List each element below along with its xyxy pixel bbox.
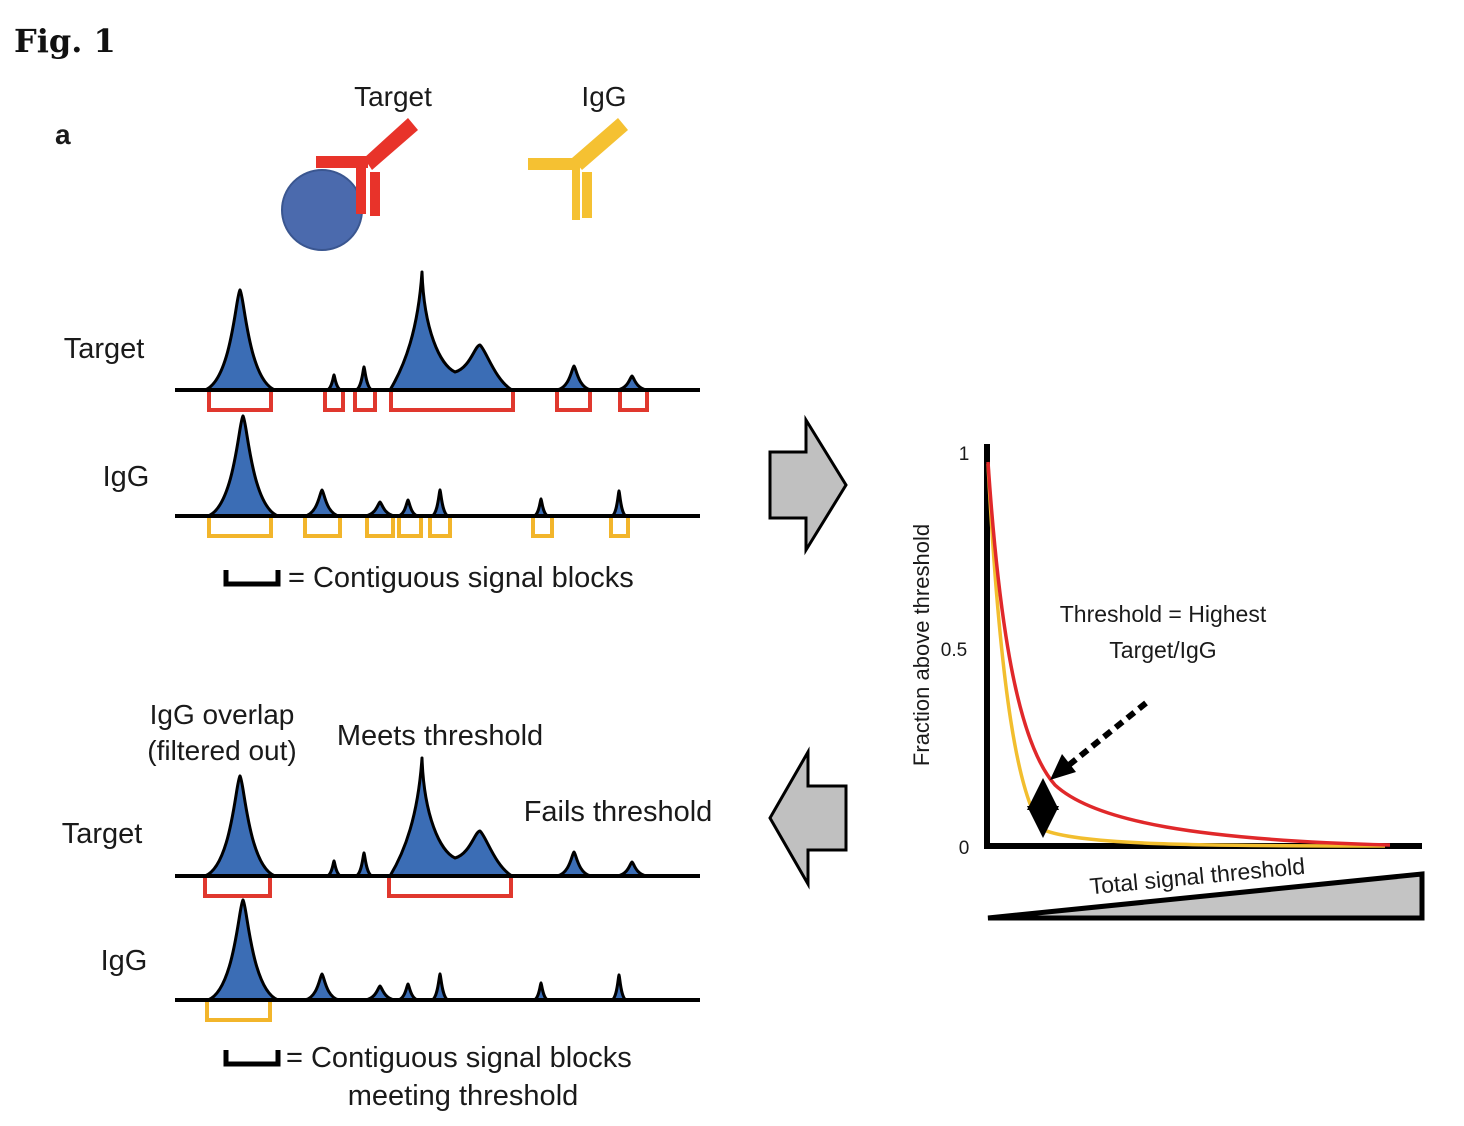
threshold-ramp-icon [987,871,1425,921]
top-legend-bracket-icon [223,570,281,587]
top-target-broad-peak [388,270,514,392]
bottom-igg-peak [363,984,397,1002]
top-igg-track-label: IgG [103,461,150,493]
fails-threshold-label: Fails threshold [524,796,713,828]
top-igg-block-bracket [365,518,395,538]
dotted-pointer-arrow-icon [1062,700,1148,772]
top-legend-text: = Contiguous signal blocks [288,562,634,594]
top-target-peak [615,374,649,392]
plot-y-tick-1: 1 [959,444,970,465]
top-target-block-bracket [323,392,345,412]
top-igg-block-bracket [303,518,342,538]
top-igg-block-bracket [531,518,554,538]
plot-annotation-line1: Threshold = Highest [1060,601,1267,627]
top-igg-block-bracket [609,518,630,538]
top-igg-peak [206,414,280,518]
top-target-peak [325,373,343,392]
bottom-igg-peak [303,972,341,1002]
top-target-peak [354,365,374,392]
igg-antibody-icon [528,118,628,220]
bottom-target-peak [555,850,593,878]
top-igg-peak [303,488,341,518]
bottom-target-peak [325,859,343,878]
top-igg-peak [396,498,420,518]
panel-label: a [55,119,71,150]
top-igg-peak [430,488,450,518]
bottom-legend-bracket-icon [223,1050,281,1067]
bottom-legend-text-line1: = Contiguous signal blocks [286,1042,632,1074]
top-target-track-label: Target [64,333,145,365]
top-target-peak [203,288,277,392]
top-target-block-bracket [555,392,592,412]
bottom-target-block-bracket [387,878,513,898]
bottom-igg-peak [430,972,450,1002]
igg-overlap-label-line2: (filtered out) [147,735,296,766]
bottom-target-track-label: Target [62,818,143,850]
top-target-block-bracket [389,392,515,412]
top-target-peak [555,364,593,392]
right-arrow-icon [768,414,848,556]
bottom-igg-peak [610,973,628,1002]
top-igg-peak [363,500,397,518]
figure-label: Fig. 1 [14,22,116,60]
top-igg-block-bracket [428,518,452,538]
target-antibody-label: Target [354,81,432,112]
bottom-target-block-bracket [203,878,272,898]
target-antibody-icon [281,118,418,251]
top-target-block-bracket [207,392,273,412]
top-igg-block-bracket [207,518,273,538]
dotted-pointer-arrowhead-icon [1050,754,1076,780]
bottom-legend-text-line2: meeting threshold [348,1080,579,1112]
top-target-block-bracket [353,392,377,412]
bottom-target-peak [203,774,277,878]
meets-threshold-label: Meets threshold [337,720,543,752]
bottom-igg-peak [396,982,420,1002]
protein-icon [281,169,363,251]
plot-y-tick-0: 0 [959,838,970,859]
bottom-igg-track-label: IgG [101,945,148,977]
bottom-target-peak [354,851,374,878]
top-igg-peak [532,497,550,518]
bottom-target-broad-peak [388,756,514,878]
top-target-block-bracket [618,392,649,412]
signal-tracks [175,270,700,1022]
igg-antibody-label: IgG [581,81,626,112]
left-arrow-icon [768,746,848,890]
bottom-target-peak [615,860,649,878]
igg-overlap-label-line1: IgG overlap [150,699,295,730]
top-igg-peak [610,489,628,518]
top-igg-block-bracket [397,518,423,538]
bottom-igg-peak [532,981,550,1002]
plot-y-axis-label: Fraction above threshold [909,524,934,766]
plot-y-tick-0-5: 0.5 [941,640,967,661]
threshold-plot: 1 0.5 0 Fraction above threshold Thresho… [909,444,1425,921]
bottom-igg-block-bracket [205,1002,272,1022]
plot-annotation-line2: Target/IgG [1109,637,1216,663]
bottom-igg-peak [206,898,280,1002]
